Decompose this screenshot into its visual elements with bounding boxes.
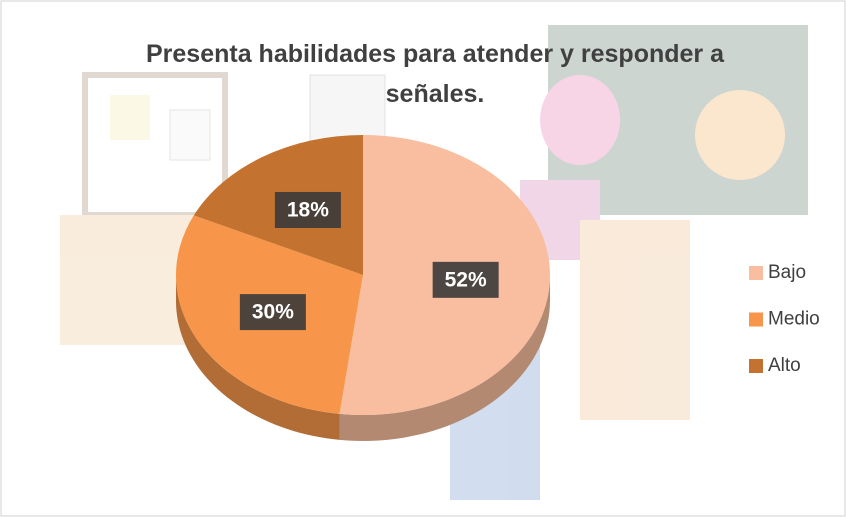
data-label: 30%: [252, 301, 294, 324]
legend-label: Alto: [768, 355, 801, 376]
data-label: 52%: [445, 268, 487, 291]
chart-frame: 52% 30% 18% Bajo Medio Alto Presenta habilida…: [0, 0, 846, 517]
legend-swatch: [749, 313, 763, 327]
chart-title: Presenta habilidades para atender y resp…: [95, 34, 775, 114]
legend-swatch: [749, 359, 763, 373]
legend-label: Medio: [768, 309, 820, 330]
data-label: 18%: [287, 199, 329, 222]
legend-swatch: [749, 266, 763, 280]
legend-label: Bajo: [768, 262, 806, 283]
